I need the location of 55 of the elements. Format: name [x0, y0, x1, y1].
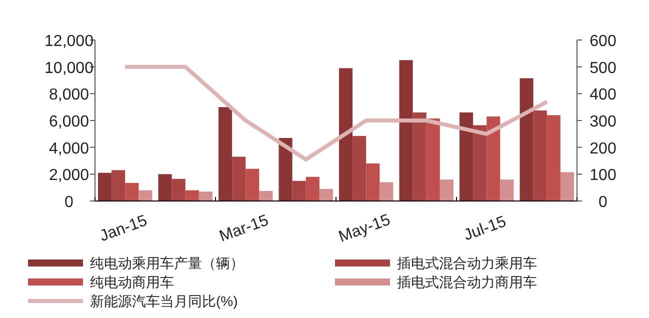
- bar: [533, 110, 547, 201]
- bar: [460, 112, 474, 201]
- y2-tick-label: 300: [590, 114, 616, 130]
- bar: [172, 178, 186, 201]
- bar: [486, 116, 500, 201]
- bar: [319, 188, 333, 201]
- bar: [520, 78, 534, 201]
- bar: [366, 163, 380, 201]
- bar: [185, 190, 199, 201]
- y2-tick-label: 400: [590, 86, 616, 104]
- bar: [440, 180, 454, 201]
- bar: [98, 172, 112, 201]
- bar: [412, 112, 426, 201]
- bar: [339, 68, 353, 201]
- legend-label: 新能源汽车当月同比(%): [90, 293, 238, 309]
- legend-label: 纯电动乘用车产量（辆）: [90, 255, 244, 271]
- bar: [473, 125, 487, 201]
- x-tick-label: Jan-15: [98, 212, 150, 246]
- y-tick-label: 2,000: [48, 167, 90, 184]
- bar: [198, 192, 212, 201]
- y2-tick-label: 0: [598, 194, 608, 211]
- y-tick-label: 6,000: [48, 114, 90, 130]
- bar: [259, 190, 273, 201]
- y-tick-label: 4,000: [48, 140, 90, 158]
- bar: [246, 168, 260, 201]
- bar: [380, 182, 394, 201]
- bar: [278, 138, 292, 201]
- y-tick-label: 0: [64, 194, 74, 211]
- bar: [426, 118, 440, 201]
- y2-tick-label: 600: [590, 33, 616, 50]
- x-tick-label: Mar-15: [217, 212, 271, 246]
- bar: [292, 180, 306, 201]
- bar: [138, 190, 152, 201]
- y-tick-label: 10,000: [44, 60, 94, 77]
- bar: [546, 115, 560, 201]
- legend-label: 插电式混合动力乘用车: [397, 255, 537, 271]
- bar: [158, 174, 172, 201]
- y-tick-label: 8,000: [48, 86, 90, 104]
- bar: [112, 170, 126, 201]
- bar: [399, 60, 413, 201]
- bar: [306, 176, 320, 201]
- y2-tick-label: 500: [590, 60, 616, 77]
- y-tick-label: 12,000: [44, 33, 94, 50]
- bar: [500, 180, 514, 201]
- bar: [232, 156, 246, 201]
- legend-label: 纯电动商用车: [90, 274, 174, 290]
- bar: [218, 107, 232, 201]
- legend-label: 插电式混合动力商用车: [397, 274, 537, 290]
- y2-tick-label: 200: [590, 140, 616, 158]
- bar: [125, 182, 139, 201]
- x-tick-label: Jul-15: [462, 213, 509, 244]
- bar: [560, 172, 574, 201]
- bar: [352, 136, 366, 201]
- y2-tick-label: 100: [590, 167, 616, 184]
- line-series: [123, 64, 549, 162]
